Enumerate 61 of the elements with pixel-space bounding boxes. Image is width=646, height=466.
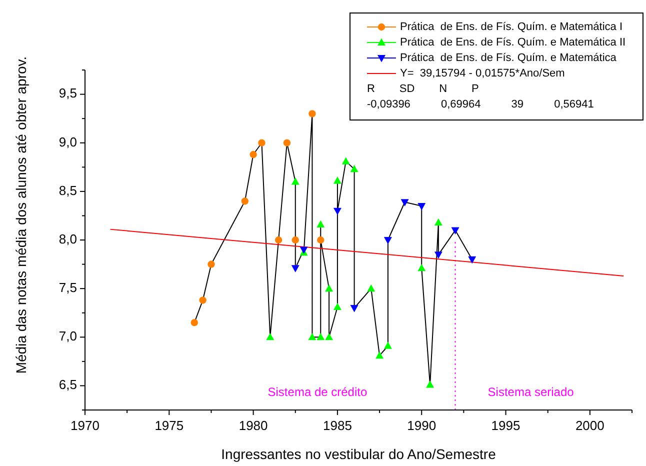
point bbox=[283, 139, 291, 146]
x-tick-label: 1990 bbox=[407, 418, 436, 433]
x-tick-label: 1995 bbox=[491, 418, 520, 433]
point bbox=[316, 332, 325, 340]
y-tick-label: 7,5 bbox=[58, 280, 77, 296]
point bbox=[468, 256, 476, 264]
x-tick-label: 1970 bbox=[70, 418, 100, 433]
point bbox=[325, 332, 334, 340]
y-tick-label: 8,5 bbox=[58, 182, 77, 198]
point bbox=[400, 199, 409, 206]
y-tick-label: 7,0 bbox=[58, 328, 77, 344]
point bbox=[451, 227, 460, 234]
point bbox=[376, 351, 384, 359]
point bbox=[308, 332, 316, 340]
x-tick-label: 1980 bbox=[238, 418, 268, 433]
x-tick-label: 1975 bbox=[154, 418, 184, 433]
point bbox=[333, 302, 342, 310]
point bbox=[274, 236, 282, 244]
point bbox=[325, 284, 334, 292]
y-tick-label: 9,0 bbox=[58, 134, 77, 150]
x-axis-title: Ingressantes no vestibular do Ano/Semestre bbox=[221, 446, 496, 462]
point bbox=[291, 178, 300, 185]
legend-label: Prática de Ens. de Fís. Quím. e Matemática I bbox=[400, 20, 623, 33]
annotation: Sistema de crédito bbox=[268, 385, 368, 400]
point bbox=[434, 252, 442, 259]
y-axis-title: Média das notas média dos alunos até obter aprov. bbox=[13, 56, 29, 374]
annotation: R SD N P bbox=[367, 82, 479, 95]
point bbox=[342, 157, 350, 164]
point bbox=[190, 318, 198, 326]
legend-label: Prática de Ens. de Fís. Quím. e Matemática II bbox=[400, 36, 626, 48]
point bbox=[333, 176, 342, 184]
point bbox=[384, 237, 392, 244]
y-tick-label: 8,0 bbox=[58, 231, 77, 246]
point bbox=[258, 139, 266, 146]
point bbox=[418, 264, 426, 272]
y-tick-label: 6,5 bbox=[58, 377, 77, 392]
point bbox=[317, 236, 324, 244]
point bbox=[291, 265, 300, 272]
point bbox=[350, 164, 358, 172]
x-tick-label: 2000 bbox=[575, 418, 604, 433]
point bbox=[208, 260, 215, 268]
point bbox=[241, 198, 248, 205]
legend-label: Prática de Ens. de Fís. Quím. e Matemática bbox=[400, 52, 618, 64]
point bbox=[316, 220, 325, 228]
point bbox=[367, 284, 376, 292]
point bbox=[199, 296, 206, 304]
annotation: Sistema seriado bbox=[488, 385, 574, 400]
legend-label: Y= 39,15794 - 0,01575*Ano/Sem bbox=[400, 67, 565, 80]
y-tick-label: 9,5 bbox=[58, 86, 77, 101]
point bbox=[434, 218, 442, 226]
point bbox=[333, 208, 342, 216]
point bbox=[426, 380, 434, 388]
point bbox=[384, 342, 392, 349]
point bbox=[250, 150, 257, 158]
point bbox=[308, 110, 316, 118]
point bbox=[266, 332, 274, 340]
point bbox=[350, 305, 358, 312]
point bbox=[292, 236, 299, 244]
point bbox=[418, 203, 426, 210]
x-tick-label: 1985 bbox=[323, 418, 352, 433]
annotation: -0,09396 0,69964 39 0,56941 bbox=[367, 98, 594, 110]
